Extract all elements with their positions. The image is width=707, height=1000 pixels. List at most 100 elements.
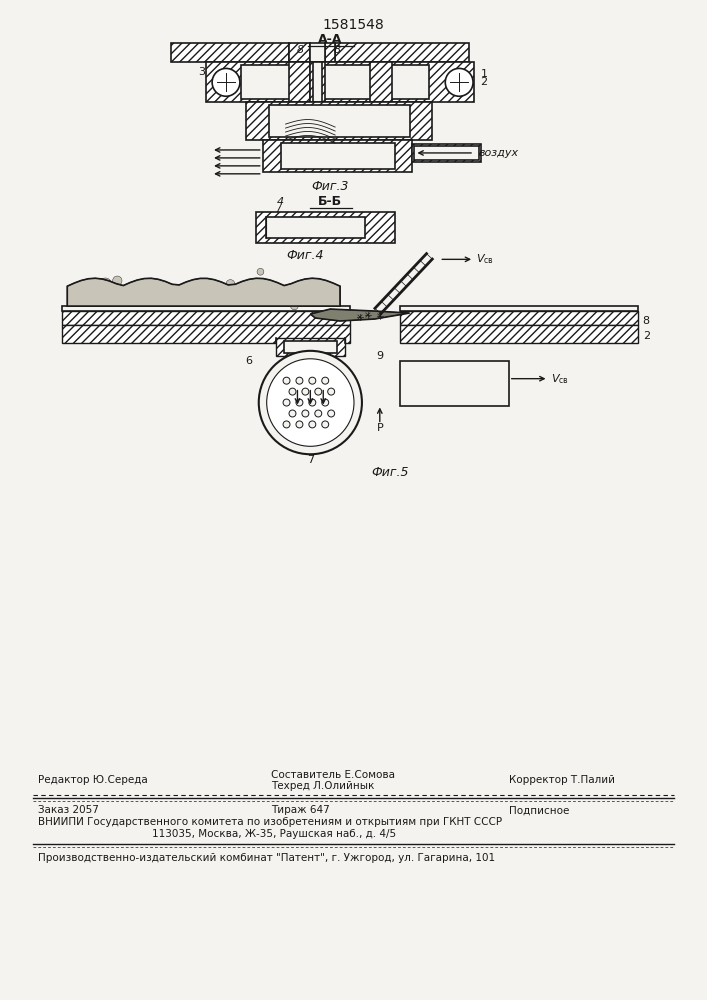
Text: 6: 6	[245, 356, 252, 366]
Polygon shape	[370, 62, 392, 102]
Circle shape	[283, 377, 290, 384]
Text: Тираж 647: Тираж 647	[271, 805, 329, 815]
Circle shape	[79, 297, 88, 305]
Circle shape	[296, 377, 303, 384]
Text: P: P	[376, 423, 383, 433]
Polygon shape	[399, 325, 638, 343]
Polygon shape	[414, 146, 479, 160]
Polygon shape	[288, 62, 310, 102]
Text: 113035, Москва, Ж-35, Раушская наб., д. 4/5: 113035, Москва, Ж-35, Раушская наб., д. …	[151, 829, 396, 839]
Circle shape	[322, 377, 329, 384]
Text: Корректор Т.Палий: Корректор Т.Палий	[509, 775, 615, 785]
Text: 8: 8	[643, 316, 650, 326]
Text: воздух: воздух	[479, 148, 519, 158]
Polygon shape	[281, 143, 395, 169]
Circle shape	[302, 388, 309, 395]
Circle shape	[309, 377, 316, 384]
Polygon shape	[62, 325, 350, 343]
Circle shape	[315, 388, 322, 395]
Text: Фиг.4: Фиг.4	[286, 249, 324, 262]
Circle shape	[224, 287, 237, 300]
Text: Составитель Е.Сомова: Составитель Е.Сомова	[271, 770, 395, 780]
Text: А-А: А-А	[318, 33, 342, 46]
Circle shape	[244, 293, 252, 302]
Circle shape	[291, 302, 298, 310]
Text: Редактор Ю.Середа: Редактор Ю.Середа	[37, 775, 147, 785]
Circle shape	[112, 276, 122, 285]
Circle shape	[445, 68, 473, 96]
Circle shape	[257, 268, 264, 275]
Text: 9: 9	[376, 351, 383, 361]
Text: ВНИИПИ Государственного комитета по изобретениям и открытиям при ГКНТ СССР: ВНИИПИ Государственного комитета по изоб…	[37, 817, 502, 827]
Polygon shape	[310, 43, 325, 62]
Polygon shape	[206, 62, 474, 102]
Polygon shape	[310, 309, 409, 321]
Circle shape	[289, 388, 296, 395]
Circle shape	[322, 421, 329, 428]
Circle shape	[322, 283, 330, 290]
Polygon shape	[313, 62, 322, 102]
Circle shape	[183, 298, 192, 307]
Circle shape	[147, 284, 154, 291]
Circle shape	[114, 293, 127, 306]
Polygon shape	[266, 217, 365, 238]
Polygon shape	[411, 144, 481, 162]
Circle shape	[259, 351, 362, 454]
Circle shape	[322, 399, 329, 406]
Polygon shape	[399, 361, 509, 406]
Text: Б-Б: Б-Б	[318, 195, 342, 208]
Circle shape	[189, 292, 194, 298]
Circle shape	[283, 421, 290, 428]
Text: 8: 8	[297, 45, 304, 55]
Text: Заказ 2057: Заказ 2057	[37, 805, 98, 815]
Polygon shape	[171, 43, 288, 62]
Text: Подписное: Подписное	[509, 805, 569, 815]
Circle shape	[226, 280, 235, 288]
Circle shape	[309, 399, 316, 406]
Text: 7: 7	[307, 455, 314, 465]
Circle shape	[203, 279, 213, 289]
Text: 2: 2	[643, 331, 650, 341]
Polygon shape	[263, 140, 411, 172]
Text: 4: 4	[277, 197, 284, 207]
Circle shape	[70, 288, 83, 302]
Polygon shape	[335, 43, 469, 62]
Text: 8: 8	[334, 45, 341, 55]
Polygon shape	[284, 341, 337, 353]
Circle shape	[296, 399, 303, 406]
Circle shape	[212, 68, 240, 96]
Polygon shape	[310, 62, 325, 102]
Circle shape	[211, 293, 221, 303]
Circle shape	[289, 410, 296, 417]
Circle shape	[309, 421, 316, 428]
Polygon shape	[276, 338, 345, 356]
Polygon shape	[269, 105, 409, 137]
Text: 3: 3	[198, 67, 205, 77]
Circle shape	[283, 399, 290, 406]
Polygon shape	[67, 278, 340, 306]
Polygon shape	[256, 212, 395, 243]
Circle shape	[228, 297, 238, 307]
Circle shape	[302, 410, 309, 417]
Circle shape	[99, 278, 112, 291]
Polygon shape	[62, 311, 350, 325]
Text: Фиг.5: Фиг.5	[371, 466, 409, 479]
Circle shape	[267, 359, 354, 446]
Circle shape	[163, 286, 175, 299]
Polygon shape	[325, 43, 335, 62]
Polygon shape	[288, 43, 310, 62]
Text: Фиг.3: Фиг.3	[312, 180, 349, 193]
Circle shape	[273, 295, 284, 306]
Text: $V_{\mathregular{св}}$: $V_{\mathregular{св}}$	[551, 372, 569, 386]
Polygon shape	[241, 65, 429, 99]
Polygon shape	[399, 306, 638, 311]
Circle shape	[179, 287, 192, 300]
Text: Производственно-издательский комбинат "Патент", г. Ужгород, ул. Гагарина, 101: Производственно-издательский комбинат "П…	[37, 853, 495, 863]
Circle shape	[315, 410, 322, 417]
Circle shape	[328, 388, 334, 395]
Circle shape	[296, 421, 303, 428]
Text: 2: 2	[480, 77, 488, 87]
Polygon shape	[246, 102, 433, 140]
Polygon shape	[399, 311, 638, 325]
Text: 1: 1	[481, 69, 487, 79]
